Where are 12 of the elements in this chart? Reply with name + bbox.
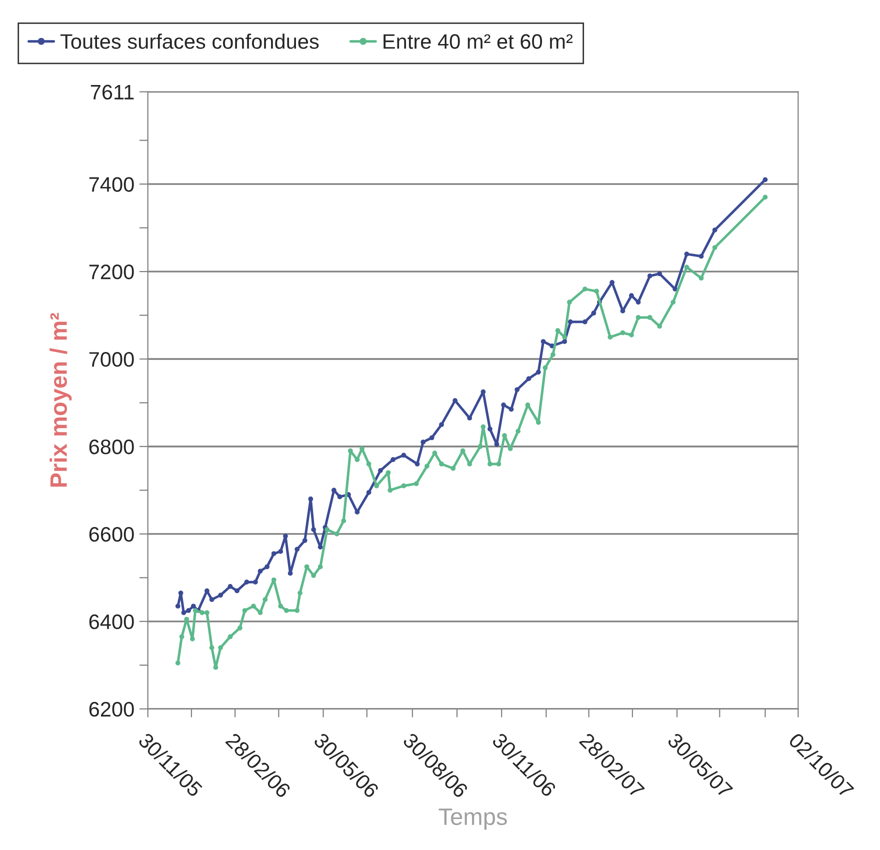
y-tick-label: 7200 (89, 264, 134, 280)
y-tick-label: 7611 (90, 84, 134, 100)
y-tick-label: 7400 (89, 177, 134, 192)
legend-label: Entre 40 m² et 60 m² (384, 34, 573, 49)
legend-label: Toutes surfaces confondues (60, 34, 319, 49)
y-tick-label: 6800 (89, 439, 134, 454)
x-axis-title: Temps (438, 808, 507, 830)
y-tick-label: 6600 (89, 526, 134, 542)
y-tick-label: 6200 (89, 702, 134, 717)
y-tick-label: 6400 (89, 614, 134, 630)
y-axis-title: Prix moyen / m² (50, 312, 72, 487)
y-tick-label: 7000 (89, 352, 134, 367)
